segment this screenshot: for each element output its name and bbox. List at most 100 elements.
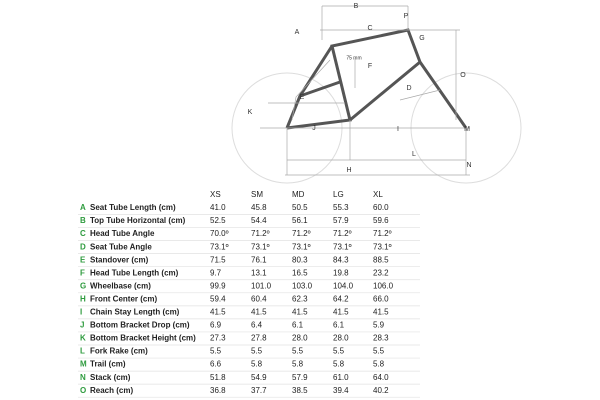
bike-drawing: [231, 5, 522, 184]
row-letter: A: [80, 203, 86, 212]
row-value: 80.3: [292, 255, 308, 264]
row-value: 13.1: [251, 268, 267, 277]
row-letter: F: [80, 268, 85, 277]
row-value: 27.8: [251, 334, 267, 343]
row-value: 73.1º: [251, 242, 270, 251]
row-value: 51.8: [210, 373, 226, 382]
row-value: 5.5: [373, 347, 385, 356]
row-value: 41.5: [292, 308, 308, 317]
row-value: 5.8: [373, 360, 385, 369]
diagram-label: P: [404, 13, 409, 20]
row-value: 28.3: [373, 334, 389, 343]
row-value: 41.5: [373, 308, 389, 317]
row-value: 104.0: [333, 281, 354, 290]
row-value: 76.1: [251, 255, 267, 264]
diagram-label: K: [248, 109, 253, 116]
row-value: 55.3: [333, 203, 349, 212]
row-value: 28.0: [333, 334, 349, 343]
diagram-label: B: [354, 3, 359, 10]
row-name: Front Center (cm): [90, 294, 157, 303]
row-name: Chain Stay Length (cm): [90, 308, 180, 317]
row-value: 6.1: [333, 321, 345, 330]
row-value: 5.8: [251, 360, 263, 369]
row-value: 5.9: [373, 321, 385, 330]
row-letter: M: [80, 360, 87, 369]
row-value: 50.5: [292, 203, 308, 212]
row-value: 28.0: [292, 334, 308, 343]
diagram-label: A: [295, 29, 300, 36]
row-value: 9.7: [210, 268, 222, 277]
diagram-label: O: [460, 72, 466, 79]
row-value: 5.8: [333, 360, 345, 369]
row-letter: I: [80, 308, 82, 317]
row-value: 54.4: [251, 216, 267, 225]
diagram-label: M: [464, 126, 470, 133]
row-letter: O: [80, 386, 86, 395]
row-value: 6.1: [292, 321, 304, 330]
size-header: SM: [251, 190, 263, 199]
size-header: LG: [333, 190, 344, 199]
size-header: XL: [373, 190, 383, 199]
dimension-lines: [260, 5, 470, 176]
diagram-label: H: [346, 167, 351, 174]
row-value: 23.2: [373, 268, 389, 277]
row-letter: L: [80, 347, 85, 356]
row-letter: H: [80, 294, 86, 303]
row-value: 38.5: [292, 386, 308, 395]
row-value: 27.3: [210, 334, 226, 343]
row-letter: G: [80, 281, 86, 290]
row-value: 64.0: [373, 373, 389, 382]
row-value: 5.5: [210, 347, 222, 356]
row-letter: N: [80, 373, 86, 382]
row-value: 52.5: [210, 216, 226, 225]
diagram-label: 75 mm: [346, 55, 361, 61]
row-name: Bottom Bracket Height (cm): [90, 334, 196, 343]
diagram-label: I: [397, 126, 399, 133]
row-value: 70.0º: [210, 229, 229, 238]
diagram-label: D: [406, 85, 411, 92]
row-name: Standover (cm): [90, 255, 149, 264]
row-value: 103.0: [292, 281, 313, 290]
row-value: 71.2º: [373, 229, 392, 238]
row-value: 37.7: [251, 386, 267, 395]
row-letter: J: [80, 321, 84, 330]
row-letter: B: [80, 216, 86, 225]
row-value: 16.5: [292, 268, 308, 277]
row-letter: C: [80, 229, 86, 238]
diagram-label: J: [312, 125, 316, 132]
row-value: 106.0: [373, 281, 394, 290]
row-value: 71.2º: [333, 229, 352, 238]
row-value: 73.1º: [333, 242, 352, 251]
row-value: 5.5: [251, 347, 263, 356]
row-value: 41.5: [333, 308, 349, 317]
size-header: MD: [292, 190, 305, 199]
row-name: Stack (cm): [90, 373, 131, 382]
row-name: Head Tube Length (cm): [90, 268, 179, 277]
row-value: 56.1: [292, 216, 308, 225]
row-value: 59.6: [373, 216, 389, 225]
row-name: Head Tube Angle: [90, 229, 155, 238]
row-letter: D: [80, 242, 86, 251]
row-value: 57.9: [333, 216, 349, 225]
size-header: XS: [210, 190, 221, 199]
row-value: 41.5: [251, 308, 267, 317]
row-name: Bottom Bracket Drop (cm): [90, 321, 190, 330]
row-value: 5.8: [292, 360, 304, 369]
row-value: 60.0: [373, 203, 389, 212]
row-value: 66.0: [373, 294, 389, 303]
row-value: 71.2º: [292, 229, 311, 238]
row-value: 99.9: [210, 281, 226, 290]
row-name: Reach (cm): [90, 386, 133, 395]
diagram-label: N: [466, 162, 471, 169]
row-value: 6.6: [210, 360, 222, 369]
row-name: Wheelbase (cm): [90, 281, 151, 290]
row-value: 6.4: [251, 321, 263, 330]
row-value: 64.2: [333, 294, 349, 303]
diagram-label: F: [368, 63, 372, 70]
row-value: 73.1º: [292, 242, 311, 251]
row-value: 59.4: [210, 294, 226, 303]
row-value: 73.1º: [210, 242, 229, 251]
row-name: Trail (cm): [90, 360, 126, 369]
row-value: 41.5: [210, 308, 226, 317]
